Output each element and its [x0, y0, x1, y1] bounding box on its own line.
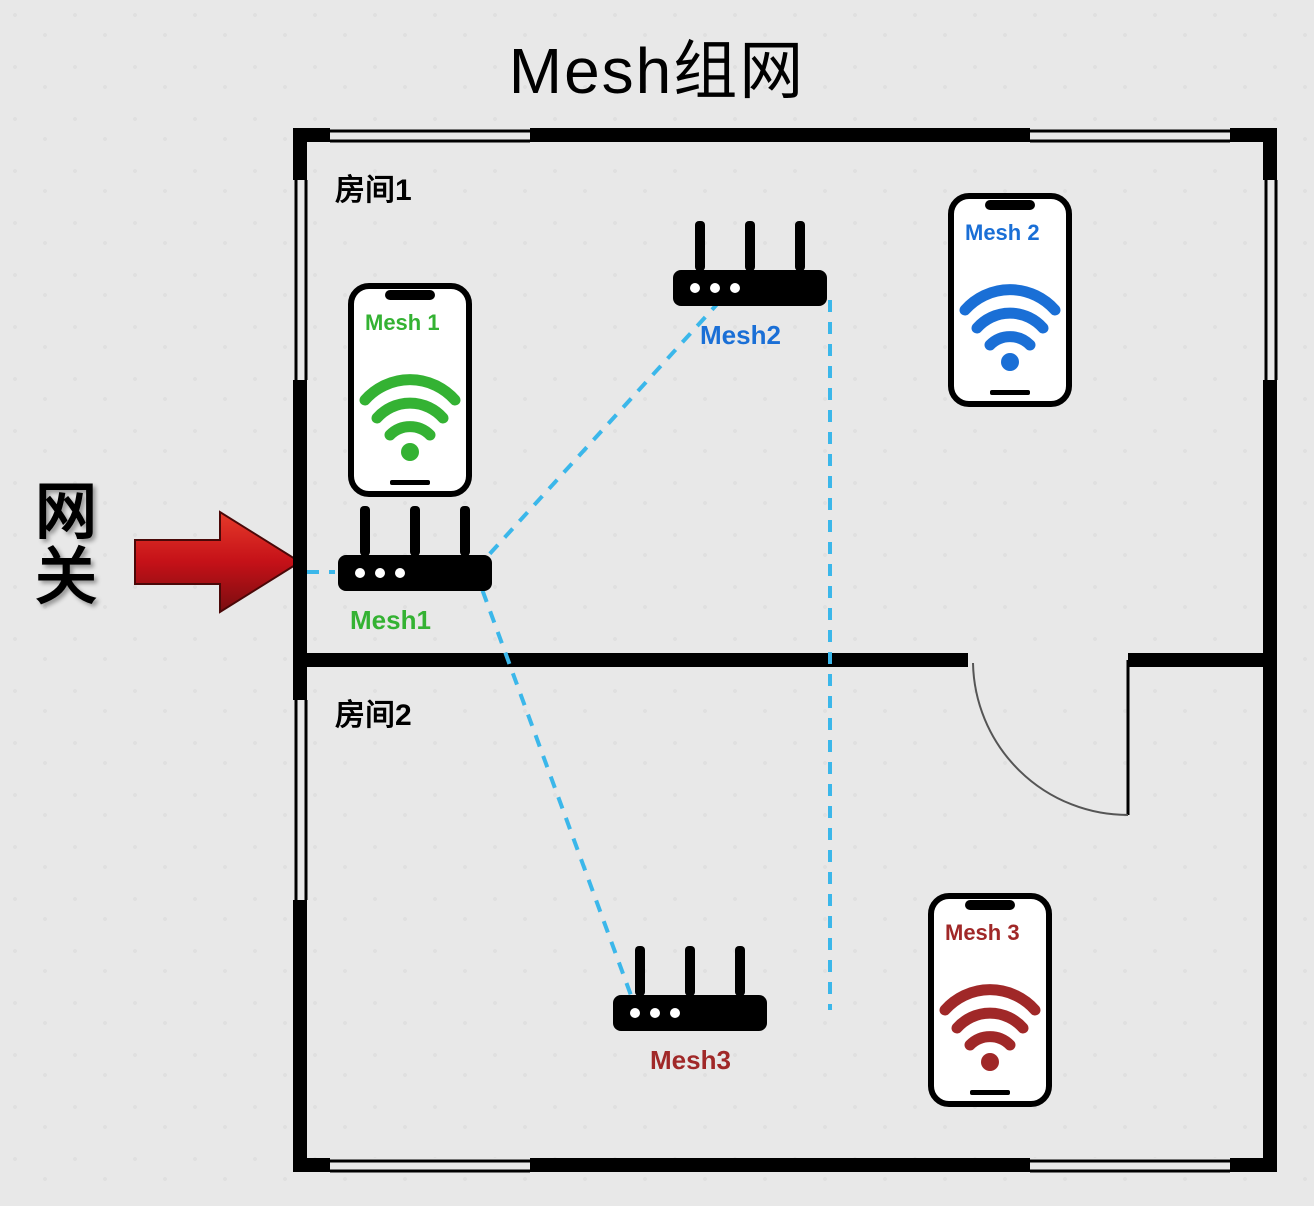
mesh1-label: Mesh1	[350, 605, 431, 636]
mesh3-label: Mesh3	[650, 1045, 731, 1076]
phone2-label: Mesh 2	[965, 220, 1040, 246]
router-mesh3-icon	[605, 940, 775, 1040]
router-mesh1-icon	[330, 500, 500, 600]
room2-label: 房间2	[335, 690, 412, 734]
room1-label: 房间1	[335, 165, 412, 209]
router-mesh2-icon	[665, 215, 835, 315]
phone3-label: Mesh 3	[945, 920, 1020, 946]
phone1-label: Mesh 1	[365, 310, 440, 336]
mesh2-label: Mesh2	[700, 320, 781, 351]
